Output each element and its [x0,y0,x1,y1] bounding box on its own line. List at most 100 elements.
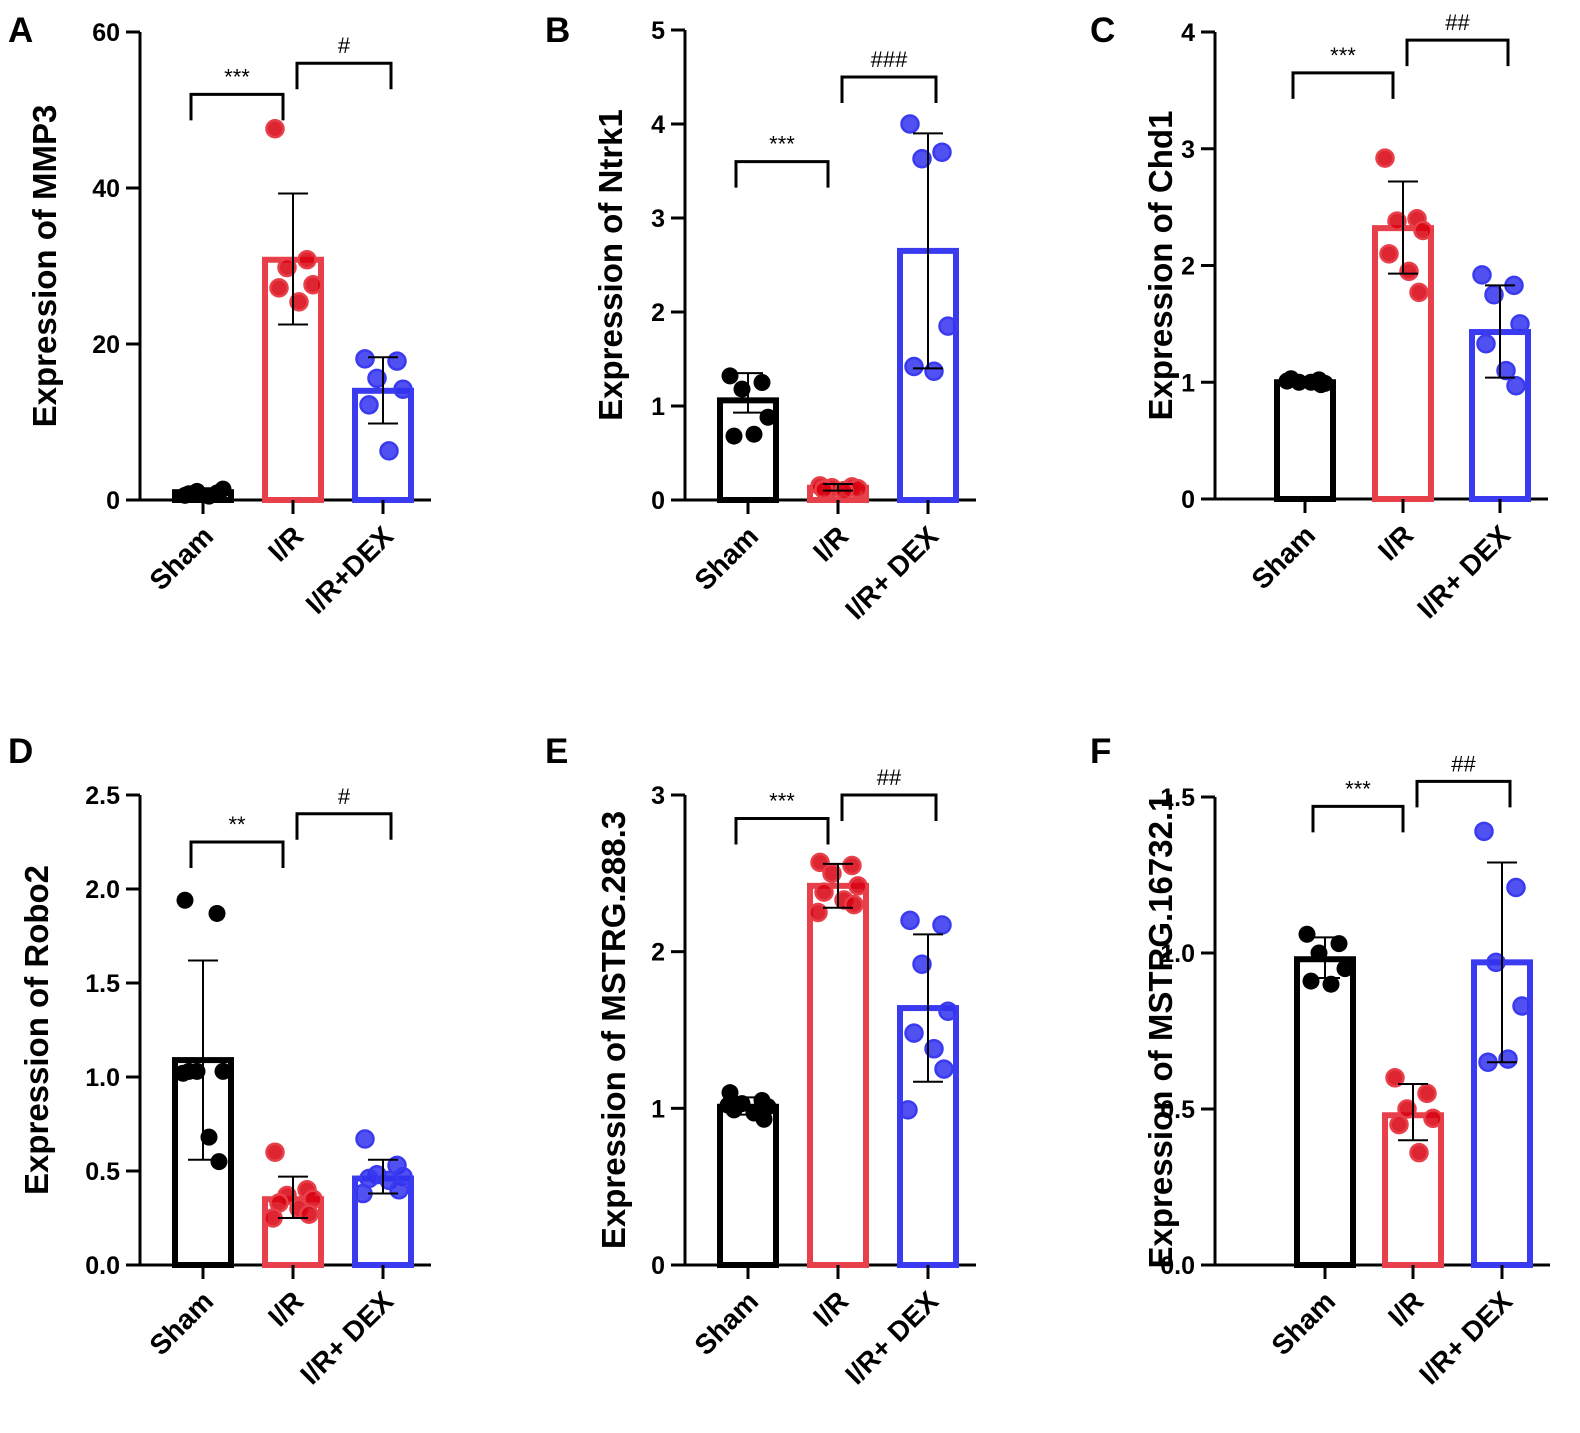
significance-label: *** [769,132,795,157]
data-point [174,1064,192,1082]
significance-bracket [840,75,938,103]
data-point [1322,975,1340,993]
panel-d: D Expression of Robo2 0.0 0.5 1.0 1.5 2.0 2.5 Sh… [8,732,431,1390]
data-point [938,316,958,336]
x-category-label: I/R [807,1285,854,1332]
significance-label: ** [228,812,246,837]
data-point [1512,996,1532,1016]
panel-c: C Expression of Chd1 0 1 2 3 4 Sham I/RI/R+ DEX *… [1090,10,1548,624]
data-point [214,480,232,498]
data-point [934,1059,954,1079]
data-point [265,1142,285,1162]
data-point [289,292,309,312]
data-point [814,882,834,902]
data-point [1302,972,1320,990]
data-point [912,149,932,169]
x-category-label: I/R+DEX [300,520,400,620]
data-point [1496,360,1516,381]
data-point [1476,333,1496,354]
x-category-label: Sham [1265,1285,1341,1361]
data-point [1397,1099,1417,1119]
panel-letter: B [545,11,570,50]
data-point [1472,265,1492,285]
data-point [1310,944,1328,962]
y-tick-label: 2.5 [85,782,120,810]
data-point [808,902,828,923]
data-point [200,1128,218,1146]
data-point [1312,376,1330,394]
data-point [924,361,944,381]
data-point [904,356,924,377]
x-category-label: I/R [1372,519,1419,566]
data-point [299,1204,319,1224]
y-axis-label: Expression of MMP3 [26,105,63,428]
panel-letter: E [545,732,568,771]
y-tick-label: 0.5 [85,1158,120,1186]
bar-i-r [807,882,869,1268]
significance-label: *** [224,64,250,89]
x-category-label: Sham [688,520,764,596]
bar-sham [1294,956,1356,1268]
data-point [1474,821,1494,842]
data-point [721,367,739,385]
data-point [367,368,387,389]
data-point [277,257,297,278]
x-category-label: Sham [143,520,219,596]
data-point [210,1153,228,1171]
significance-label: # [338,33,351,58]
significance-bracket [1405,38,1510,67]
data-point [1330,935,1348,953]
data-point [214,1062,232,1080]
x-category-label: I/R [262,1285,309,1332]
significance-bracket [734,160,830,188]
significance-bracket [295,61,393,90]
significance-label: *** [1345,776,1371,801]
panel-b: B Expression of Ntrk1 0 1 2 3 4 5 Sham I/RI/R+ DE… [545,11,976,625]
x-category-label: I/R+ DEX [1411,519,1516,624]
x-category-label: I/R+ DEX [839,1285,944,1390]
data-point [1417,1083,1437,1104]
x-category-label: I/R+ DEX [294,1285,399,1390]
y-axis-label: Expression of Ntrk1 [592,109,629,421]
significance-bracket [1311,804,1405,833]
data-point [355,349,375,369]
data-point [900,910,920,931]
significance-label: *** [769,789,795,814]
data-point [719,1096,737,1114]
x-category-label: Sham [688,1285,764,1361]
data-point [1486,952,1506,973]
significance-bracket [189,92,285,121]
significance-label: *** [1330,43,1356,68]
x-category-label: Sham [143,1285,219,1361]
data-point [265,118,285,139]
significance-bracket [189,840,285,868]
data-point [844,894,864,915]
x-category-label: I/R [1382,1285,1429,1332]
data-point [1498,1049,1518,1069]
y-tick-label: 2 [651,299,665,327]
y-tick-label: 3 [651,782,665,810]
data-point [379,441,399,461]
data-point [180,485,198,503]
data-point [1506,877,1526,898]
y-tick-label: 0 [651,487,665,515]
data-point [755,1110,773,1128]
y-tick-label: 0.5 [1160,1096,1195,1124]
data-point [393,379,413,399]
data-point [1409,282,1429,303]
y-tick-label: 60 [92,19,120,47]
data-point [389,1180,409,1200]
significance-bracket [840,793,938,821]
y-tick-label: 0 [651,1252,665,1280]
significance-label: ## [1451,751,1476,776]
data-point [1336,960,1354,978]
x-category-label: Sham [1245,519,1321,595]
y-tick-label: 20 [92,331,120,359]
significance-bracket [1415,779,1512,808]
data-point [355,1129,375,1149]
data-point [912,954,932,974]
bar-sham [1274,379,1336,502]
y-tick-label: 0.0 [85,1252,120,1280]
y-tick-label: 2 [1181,253,1195,281]
significance-bracket [295,812,393,840]
